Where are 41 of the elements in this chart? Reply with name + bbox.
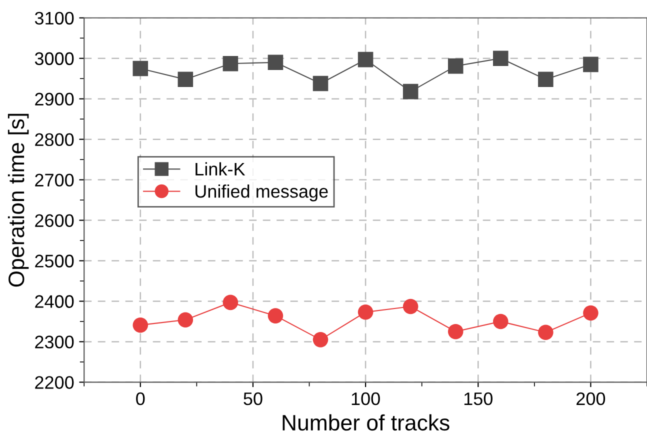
point xyxy=(358,304,374,320)
point xyxy=(402,298,418,314)
y-tick-label: 3100 xyxy=(34,12,74,25)
point xyxy=(132,60,148,76)
x-tick-label: 100 xyxy=(352,392,380,406)
point xyxy=(493,50,508,66)
x-tick-label: 200 xyxy=(576,392,606,406)
point xyxy=(178,72,194,88)
y-tick-label: 2200 xyxy=(35,376,74,389)
y-tick-label: 2300 xyxy=(35,336,74,348)
point xyxy=(132,317,148,333)
point xyxy=(402,84,418,100)
point xyxy=(358,52,374,68)
point xyxy=(448,58,464,74)
legend-label: Unified message xyxy=(196,184,328,202)
point xyxy=(312,332,328,348)
y-tick-label: 2600 xyxy=(35,214,74,227)
x-axis-title: Number of tracks xyxy=(282,414,450,431)
point xyxy=(312,76,328,92)
point xyxy=(268,308,284,324)
y-tick-label: 2800 xyxy=(35,133,74,146)
point xyxy=(448,324,464,340)
point xyxy=(583,56,598,72)
point xyxy=(538,72,554,88)
point xyxy=(222,56,238,72)
y-tick-label: 3000 xyxy=(34,52,74,66)
y-tick-label: 2900 xyxy=(35,92,74,106)
legend-label: Link-K xyxy=(196,162,246,176)
point xyxy=(178,312,194,328)
point xyxy=(268,54,284,70)
x-tick-label: 50 xyxy=(244,392,262,406)
point xyxy=(538,324,554,340)
point xyxy=(222,294,238,310)
y-tick-label: 2400 xyxy=(35,295,74,308)
y-tick-label: 2700 xyxy=(35,174,74,187)
point xyxy=(583,305,598,321)
x-tick-label: 0 xyxy=(136,392,145,406)
x-tick-label: 150 xyxy=(464,392,492,406)
point xyxy=(493,314,508,330)
y-axis-title: Operation time [s] xyxy=(8,114,29,287)
y-tick-label: 2500 xyxy=(35,254,74,268)
